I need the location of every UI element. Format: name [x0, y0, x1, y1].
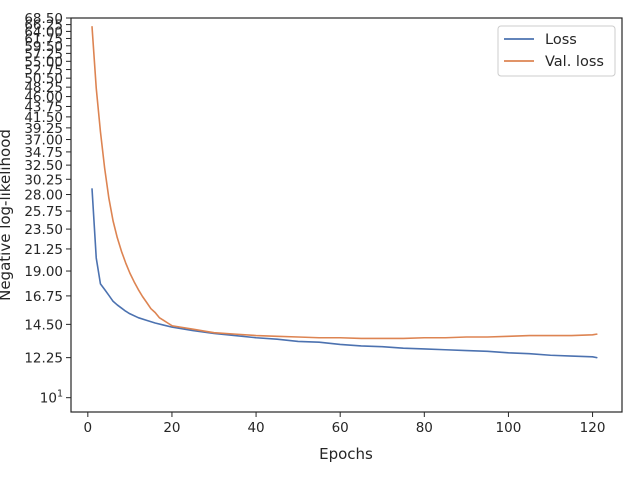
y-tick-label: 101 — [40, 389, 63, 407]
y-axis-label: Negative log-likelihood — [0, 129, 14, 301]
y-tick-label: 39.25 — [24, 121, 63, 137]
x-tick-label: 60 — [332, 420, 349, 436]
y-tick-label: 66.25 — [24, 18, 63, 34]
x-tick-label: 100 — [496, 420, 522, 436]
y-tick-label: 16.75 — [24, 289, 63, 305]
y-tick-label: 57.25 — [24, 46, 63, 62]
y-tick-label: 48.25 — [24, 80, 63, 96]
legend-label-loss: Loss — [545, 32, 577, 48]
y-tick-label: 21.25 — [24, 242, 63, 258]
y-tick-label: 25.75 — [24, 204, 63, 220]
x-axis-ticks: 0 20 40 60 80 100 120 — [84, 412, 606, 436]
y-tick-label: 12.25 — [24, 351, 63, 367]
y-tick-label: 46.00 — [24, 90, 63, 106]
y-tick-label: 55.00 — [24, 54, 63, 70]
y-tick-label: 41.50 — [24, 110, 63, 126]
y-tick-label: 43.75 — [24, 99, 63, 115]
y-tick-label: 32.50 — [24, 158, 63, 174]
x-tick-label: 40 — [247, 420, 264, 436]
legend: Loss Val. loss — [497, 25, 616, 77]
plot-area — [70, 17, 623, 413]
y-tick-label: 59.50 — [24, 39, 63, 55]
x-tick-label: 80 — [416, 420, 433, 436]
x-tick-label: 20 — [163, 420, 180, 436]
legend-label-val-loss: Val. loss — [545, 54, 604, 70]
x-axis-label: Epochs — [319, 445, 373, 463]
y-tick-label: 61.75 — [24, 31, 63, 47]
series-line-val-loss — [91, 26, 598, 340]
series-line-loss — [91, 188, 598, 359]
x-tick-label: 120 — [580, 420, 606, 436]
y-tick-label: 37.00 — [24, 133, 63, 149]
y-tick-label: 34.75 — [24, 145, 63, 161]
y-tick-label: 23.50 — [24, 222, 63, 238]
series-lines — [91, 26, 598, 359]
y-tick-label: 30.25 — [24, 172, 63, 188]
y-tick-label: 50.50 — [24, 71, 63, 87]
y-tick-label: 19.00 — [24, 264, 63, 280]
y-axis-ticks: 101 12.25 14.50 16.75 19.00 21.25 23.50 25.7528… — [24, 11, 71, 407]
y-tick-label: 14.50 — [24, 317, 63, 333]
y-tick-exponent: 1 — [57, 389, 63, 400]
y-tick-label: 52.75 — [24, 63, 63, 79]
y-tick-label: 68.50 — [24, 11, 63, 27]
y-tick-label: 64.00 — [24, 24, 63, 40]
x-tick-label: 0 — [84, 420, 93, 436]
y-tick-label: 28.00 — [24, 188, 63, 204]
